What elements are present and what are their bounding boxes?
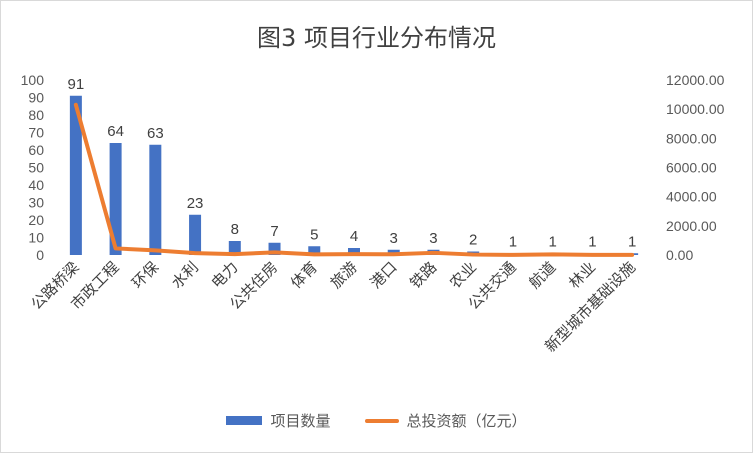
investment-line bbox=[73, 102, 635, 257]
right-tick-label: 4000.00 bbox=[666, 189, 717, 205]
left-tick-label: 20 bbox=[28, 212, 44, 228]
left-tick-label: 50 bbox=[28, 160, 44, 176]
legend-item-line: 总投资额（亿元） bbox=[364, 410, 527, 431]
category-label: 环保 bbox=[128, 258, 162, 292]
bar-value-label: 2 bbox=[469, 232, 477, 249]
bar bbox=[228, 241, 241, 255]
category-label: 铁路 bbox=[406, 258, 440, 292]
bar-value-label: 3 bbox=[429, 230, 437, 247]
bar-value-label: 63 bbox=[147, 125, 164, 142]
bar-value-label: 1 bbox=[548, 233, 556, 250]
right-tick-label: 10000.00 bbox=[666, 101, 725, 117]
category-label: 农业 bbox=[446, 258, 480, 292]
bar-value-label: 1 bbox=[588, 233, 596, 250]
category-label: 港口 bbox=[367, 258, 401, 292]
right-tick-label: 0.00 bbox=[666, 247, 693, 263]
left-tick-label: 30 bbox=[28, 195, 44, 211]
left-tick-label: 100 bbox=[21, 72, 45, 88]
category-label: 体育 bbox=[287, 258, 321, 292]
bar-value-label: 91 bbox=[68, 76, 85, 93]
bar-value-label: 1 bbox=[509, 233, 517, 250]
bar-value-label: 3 bbox=[390, 230, 398, 247]
bar bbox=[109, 143, 122, 255]
legend-label-bar: 项目数量 bbox=[270, 412, 331, 430]
left-tick-label: 80 bbox=[28, 107, 44, 123]
bar bbox=[308, 246, 321, 255]
bar-value-label: 7 bbox=[270, 223, 278, 240]
legend: 项目数量 总投资额（亿元） bbox=[0, 410, 753, 431]
left-tick-label: 90 bbox=[28, 90, 44, 106]
right-tick-label: 2000.00 bbox=[666, 218, 717, 234]
bar-value-label: 4 bbox=[350, 228, 358, 245]
right-axis-ticks: 0.00 2000.00 4000.00 6000.00 8000.00 10000.00… bbox=[666, 72, 725, 263]
bar bbox=[348, 248, 360, 255]
bar-value-label: 1 bbox=[628, 233, 636, 250]
legend-swatch-line bbox=[364, 418, 399, 423]
left-tick-label: 0 bbox=[36, 247, 44, 263]
legend-swatch-bar bbox=[226, 416, 263, 425]
legend-item-bar: 项目数量 bbox=[226, 410, 331, 431]
data-labels: 91 64 63 23 8 7 5 4 3 3 2 1 1 1 1 bbox=[68, 76, 637, 251]
category-label: 航道 bbox=[526, 258, 560, 292]
bar-value-label: 5 bbox=[310, 226, 318, 243]
category-label: 水利 bbox=[168, 258, 202, 292]
left-tick-label: 40 bbox=[28, 177, 44, 193]
right-tick-label: 12000.00 bbox=[666, 72, 725, 88]
category-label: 林业 bbox=[565, 258, 599, 292]
line-series bbox=[73, 102, 635, 257]
bar bbox=[189, 214, 202, 255]
right-tick-label: 6000.00 bbox=[666, 160, 717, 176]
bar-value-label: 8 bbox=[231, 221, 239, 238]
bar-value-label: 64 bbox=[107, 123, 124, 140]
legend-label-line: 总投资额（亿元） bbox=[406, 412, 527, 430]
chart-title: 图3 项目行业分布情况 bbox=[257, 24, 496, 52]
category-label: 电力 bbox=[208, 258, 242, 292]
left-tick-label: 10 bbox=[28, 230, 44, 246]
right-tick-label: 8000.00 bbox=[666, 130, 717, 146]
bar bbox=[69, 95, 82, 255]
left-tick-label: 60 bbox=[28, 142, 44, 158]
bar bbox=[149, 144, 162, 255]
left-tick-label: 70 bbox=[28, 125, 44, 141]
category-label: 旅游 bbox=[327, 258, 361, 292]
bar-series bbox=[69, 95, 639, 255]
bar-value-label: 23 bbox=[187, 195, 204, 212]
